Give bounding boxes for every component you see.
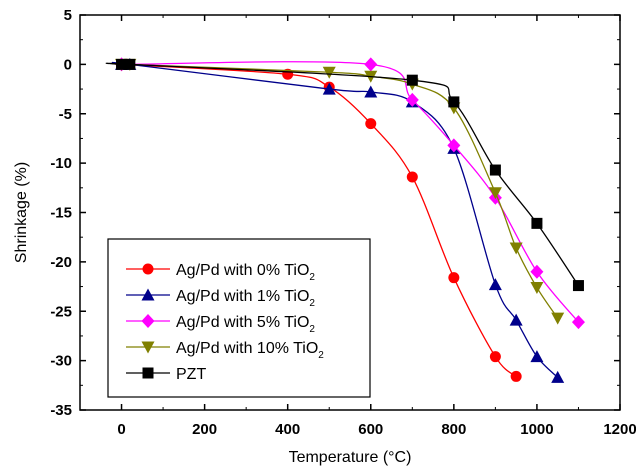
data-point <box>448 96 460 108</box>
data-point <box>365 118 377 130</box>
legend: Ag/Pd with 0% TiO2 Ag/Pd with 1% TiO2 Ag/P… <box>107 238 371 398</box>
y-tick-label: -30 <box>50 353 72 370</box>
data-point <box>489 164 501 176</box>
data-point <box>571 315 585 330</box>
y-tick-label: -10 <box>50 155 72 172</box>
legend-entry: Ag/Pd with 1% TiO2 <box>176 288 315 309</box>
legend-marker <box>141 314 155 328</box>
data-point <box>322 82 336 95</box>
x-tick-label: 1000 <box>520 421 553 438</box>
legend-marker <box>142 367 154 379</box>
data-point <box>124 58 136 70</box>
x-tick-label: 200 <box>192 421 217 438</box>
legend-entry: PZT <box>176 366 206 383</box>
data-point <box>322 66 336 79</box>
legend-entry: Ag/Pd with 0% TiO2 <box>176 262 315 283</box>
series-line <box>111 61 559 378</box>
data-point <box>116 58 128 70</box>
data-point <box>447 138 461 153</box>
y-axis-title: Shrinkage (%) <box>13 162 30 263</box>
y-tick-label: -15 <box>50 205 72 222</box>
legend-marker <box>142 263 154 275</box>
data-point <box>551 370 565 383</box>
x-tick-label: 0 <box>117 421 125 438</box>
series-4 <box>105 58 584 292</box>
data-point <box>406 171 418 183</box>
legend-entry: Ag/Pd with 5% TiO2 <box>176 314 315 335</box>
y-tick-label: 5 <box>64 7 72 24</box>
x-tick-label: 600 <box>358 421 383 438</box>
data-point <box>510 370 522 382</box>
y-tick-label: -20 <box>50 254 72 271</box>
data-point <box>531 217 543 229</box>
x-axis-title: Temperature (°C) <box>289 449 412 466</box>
x-tick-label: 800 <box>441 421 466 438</box>
data-point <box>530 350 544 363</box>
y-tick-label: -35 <box>50 402 72 419</box>
data-point <box>448 272 460 284</box>
data-point <box>530 282 544 295</box>
data-point <box>509 313 523 326</box>
series-2 <box>115 57 585 330</box>
data-point <box>572 280 584 292</box>
y-tick-label: -5 <box>59 106 72 123</box>
data-point <box>406 74 418 86</box>
data-point <box>488 187 502 200</box>
x-tick-label: 1200 <box>603 421 636 438</box>
data-point <box>364 85 378 98</box>
data-point <box>509 242 523 255</box>
data-point <box>405 92 419 107</box>
data-point <box>551 312 565 325</box>
data-point <box>530 264 544 279</box>
y-tick-label: 0 <box>64 56 72 73</box>
legend-marker <box>141 341 155 354</box>
legend-marker <box>141 288 155 301</box>
data-point <box>364 57 378 72</box>
x-tick-label: 400 <box>275 421 300 438</box>
legend-entry: Ag/Pd with 10% TiO2 <box>176 340 324 361</box>
data-point <box>488 278 502 291</box>
data-point <box>489 351 501 363</box>
y-tick-label: -25 <box>50 303 72 320</box>
